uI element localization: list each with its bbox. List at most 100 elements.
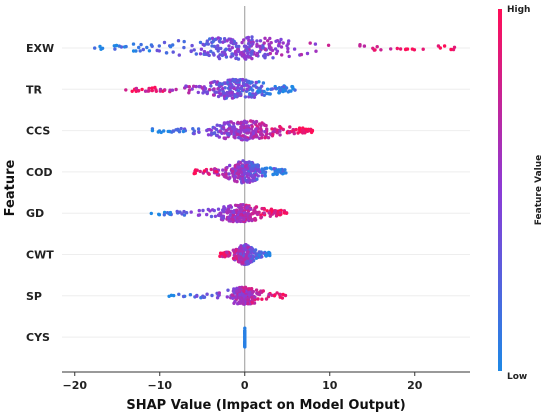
feature-label: SP [26,290,42,303]
shap-point [258,44,262,48]
shap-point [268,166,272,170]
shap-point [138,49,142,53]
shap-point [242,289,246,293]
shap-point [256,297,260,301]
shap-point [268,214,272,218]
shap-point [235,92,240,96]
shap-point [403,47,408,52]
shap-point [162,213,166,217]
shap-point [234,248,238,253]
feature-row-points [150,119,315,142]
shap-point [124,88,128,92]
shap-point [234,49,238,54]
shap-point [177,292,181,296]
shap-point [283,168,287,172]
shap-point [278,133,282,137]
shap-point [205,292,209,296]
shap-point [449,47,453,52]
shap-point [241,203,245,207]
shap-point [189,210,193,214]
shap-point [210,293,214,298]
shap-point [222,94,226,98]
shap-point [257,80,261,84]
shap-point [249,80,253,84]
shap-point [252,95,257,100]
shap-point [218,124,222,128]
shap-point [194,52,198,56]
shap-point [221,168,225,172]
shap-point [236,78,240,83]
shap-point [182,209,186,214]
shap-point [211,40,215,44]
shap-point [308,41,312,45]
shap-points [93,35,457,349]
shap-point [266,39,270,43]
shap-point [269,87,273,92]
shap-point [213,214,218,218]
shap-point [150,88,154,93]
shap-point [250,52,254,56]
feature-labels: EXW TR CCS COD GD CWT SP CYS [26,42,54,344]
feature-row-points [93,35,457,61]
shap-point [238,296,242,300]
shap-point [201,208,205,213]
shap-point [375,45,379,49]
shap-point [220,82,224,86]
shap-point [398,47,403,51]
shap-point [267,42,271,46]
shap-point [217,291,221,295]
colorbar-title: Feature Value [534,155,544,226]
shap-point [184,84,188,88]
shap-point [242,258,246,262]
shap-point [246,301,250,306]
shap-point [232,135,236,139]
shap-point [271,56,275,60]
shap-point [230,52,234,56]
shap-point [256,165,260,169]
shap-point [231,121,236,126]
shap-point [250,35,254,39]
shap-point [250,49,255,53]
shap-point [248,247,253,252]
shap-point [227,44,231,48]
feature-guide-lines [62,47,470,338]
shap-point [197,130,201,134]
shap-point [216,36,221,40]
shap-point [243,78,248,83]
shap-point [205,212,209,217]
shap-point [246,166,250,171]
shap-point [193,171,197,175]
shap-point [225,295,229,299]
shap-point [263,136,267,140]
shap-point [210,131,214,135]
shap-point [211,93,216,97]
colorbar [498,9,502,371]
shap-point [190,87,194,91]
shap-point [230,96,235,100]
shap-point [438,46,442,50]
shap-point [239,86,244,91]
shap-point [236,89,240,93]
shap-point [229,129,234,134]
shap-point [224,47,228,51]
shap-point [222,51,227,55]
shap-point [301,126,305,130]
shap-point [237,300,241,304]
shap-point [210,208,215,212]
shap-point [137,89,141,93]
shap-point [270,127,274,131]
shap-point [209,214,214,219]
shap-point [239,51,244,55]
shap-point [254,127,258,132]
shap-point [251,42,255,46]
shap-point [236,49,240,54]
shap-point [167,294,171,298]
shap-point [246,35,251,40]
shap-point [256,130,261,134]
shap-point [452,45,457,49]
shap-point [236,176,240,180]
shap-point [206,51,210,55]
shap-point [273,127,277,131]
shap-point [278,292,282,297]
shap-point [306,129,311,133]
